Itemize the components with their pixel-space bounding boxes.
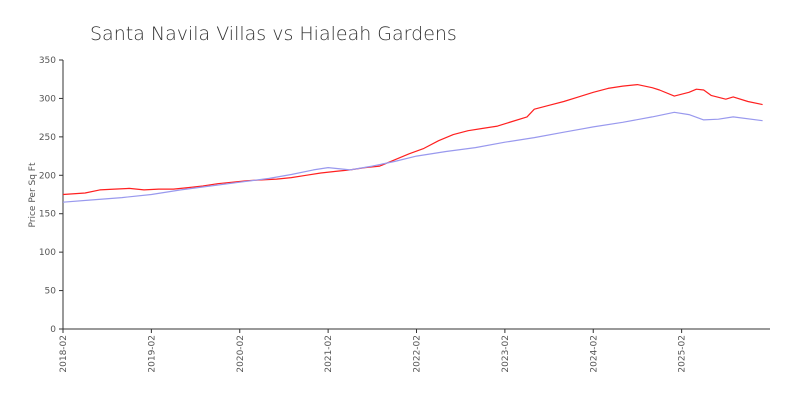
x-tick-label: 2021-02 <box>324 335 334 373</box>
x-tick-label: 2023-02 <box>501 335 511 373</box>
series-line-1 <box>62 83 763 196</box>
axes: 0 50 100 150 200 250 300 350 2018-02 2019-02 2020-… <box>39 56 770 373</box>
y-tick-label: 250 <box>39 133 56 143</box>
x-tick-label: 2020-02 <box>236 335 246 373</box>
x-tick-label: 2025-02 <box>678 335 688 373</box>
series-layer <box>62 83 763 203</box>
x-tick-label: 2019-02 <box>147 335 157 373</box>
chart-title: Santa Navila Villas vs Hialeah Gardens <box>90 23 457 45</box>
y-tick-label: 150 <box>39 210 56 220</box>
y-tick-label: 300 <box>39 94 56 104</box>
y-tick-label: 50 <box>45 287 57 297</box>
x-tick-label: 2022-02 <box>413 335 423 373</box>
series-line-2 <box>62 111 763 203</box>
x-tick-label: 2018-02 <box>59 335 69 373</box>
y-tick-label: 100 <box>39 248 56 258</box>
y-tick-label: 200 <box>39 171 56 181</box>
y-axis-label: Price Per Sq Ft <box>28 162 38 227</box>
y-tick-label: 0 <box>50 325 56 335</box>
x-tick-label: 2024-02 <box>589 335 599 373</box>
y-tick-label: 350 <box>39 56 56 66</box>
